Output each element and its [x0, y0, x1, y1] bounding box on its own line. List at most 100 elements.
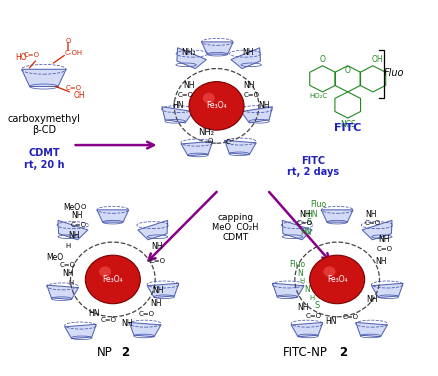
Text: NH: NH	[243, 49, 254, 58]
Circle shape	[85, 255, 140, 304]
Text: H: H	[65, 243, 70, 249]
Text: H: H	[300, 278, 305, 284]
Polygon shape	[362, 220, 392, 240]
Polygon shape	[283, 220, 312, 240]
Circle shape	[203, 93, 215, 103]
Text: C=O: C=O	[139, 311, 155, 317]
Text: HN: HN	[306, 210, 318, 218]
Text: NH: NH	[62, 269, 73, 278]
Polygon shape	[129, 323, 161, 337]
Text: C-OH: C-OH	[65, 50, 83, 56]
Text: FITC: FITC	[301, 156, 325, 166]
Polygon shape	[241, 107, 272, 123]
Text: C=O: C=O	[364, 220, 380, 226]
Text: HN: HN	[300, 227, 312, 237]
Text: FITC-NP: FITC-NP	[283, 346, 328, 359]
Polygon shape	[138, 220, 168, 240]
Text: CDMT: CDMT	[28, 148, 60, 158]
Text: HN: HN	[172, 102, 184, 111]
Text: Fe₃O₄: Fe₃O₄	[102, 275, 123, 284]
Text: capping: capping	[218, 212, 254, 221]
Text: Fluo: Fluo	[290, 260, 306, 269]
Text: NH: NH	[152, 286, 164, 295]
Text: NH: NH	[378, 235, 389, 244]
Text: MeO: MeO	[63, 203, 80, 212]
Text: HN: HN	[325, 317, 336, 326]
Polygon shape	[162, 107, 193, 123]
Text: OH: OH	[73, 91, 85, 100]
Polygon shape	[356, 323, 388, 337]
Polygon shape	[58, 220, 88, 240]
Text: O: O	[345, 67, 351, 76]
Text: rt, 20 h: rt, 20 h	[24, 160, 64, 170]
Circle shape	[310, 255, 365, 304]
Polygon shape	[291, 323, 323, 337]
Polygon shape	[47, 285, 78, 299]
Text: MeO: MeO	[46, 253, 64, 262]
Polygon shape	[177, 48, 206, 68]
Polygon shape	[97, 210, 129, 222]
Text: N: N	[305, 285, 311, 294]
Text: C: C	[226, 139, 230, 146]
Text: C=O: C=O	[101, 317, 117, 323]
Polygon shape	[147, 283, 179, 297]
Text: C=O: C=O	[178, 92, 194, 99]
Text: carboxymethyl: carboxymethyl	[7, 114, 80, 124]
Polygon shape	[321, 210, 353, 222]
Text: Fe₃O₄: Fe₃O₄	[327, 275, 347, 284]
Text: NH₂: NH₂	[182, 49, 196, 58]
Text: NH: NH	[121, 318, 133, 327]
Circle shape	[99, 266, 111, 277]
Polygon shape	[21, 69, 66, 86]
Text: NH₂: NH₂	[198, 127, 214, 136]
Text: MeO  CO₂H: MeO CO₂H	[212, 223, 259, 232]
Text: NH: NH	[367, 296, 378, 305]
Text: CDMT: CDMT	[223, 233, 249, 242]
Text: NH: NH	[152, 243, 163, 252]
Text: NH: NH	[183, 81, 195, 90]
Polygon shape	[225, 140, 256, 155]
Text: C=O: C=O	[24, 52, 39, 58]
Text: NH: NH	[297, 303, 309, 312]
Text: HO₂C: HO₂C	[309, 93, 327, 99]
Polygon shape	[231, 48, 261, 68]
Text: N: N	[297, 268, 303, 277]
Text: NH: NH	[375, 258, 386, 267]
Text: C=O: C=O	[377, 246, 393, 252]
Polygon shape	[272, 283, 304, 297]
Text: OH: OH	[371, 55, 383, 64]
Text: FITC: FITC	[334, 123, 361, 133]
Text: O: O	[320, 55, 325, 64]
Text: HN: HN	[88, 309, 99, 317]
Text: Fluo: Fluo	[310, 200, 326, 209]
Text: C=O: C=O	[297, 220, 313, 226]
Text: NH: NH	[68, 231, 80, 240]
Text: C=O: C=O	[66, 85, 82, 91]
Text: NH: NH	[365, 211, 377, 219]
Polygon shape	[65, 324, 96, 339]
Polygon shape	[371, 283, 403, 297]
Text: β-CD: β-CD	[32, 125, 56, 135]
Text: S: S	[314, 301, 320, 310]
Text: Fe₃O₄: Fe₃O₄	[206, 102, 227, 111]
Text: NH: NH	[71, 211, 83, 220]
Circle shape	[189, 82, 244, 130]
Text: Fluo: Fluo	[384, 68, 405, 79]
Text: O: O	[81, 205, 86, 211]
Text: C=O: C=O	[343, 314, 359, 320]
Text: HO: HO	[15, 53, 27, 62]
Text: H: H	[309, 295, 314, 301]
Text: NH: NH	[151, 299, 162, 308]
Text: ‖: ‖	[67, 42, 71, 52]
Text: NH: NH	[258, 102, 270, 111]
Text: NH: NH	[244, 81, 255, 90]
Text: NCS: NCS	[340, 120, 356, 129]
Text: O: O	[208, 138, 213, 144]
Text: 2: 2	[339, 346, 347, 359]
Polygon shape	[181, 141, 213, 156]
Text: NP: NP	[97, 346, 113, 359]
Text: C=O: C=O	[244, 92, 260, 99]
Text: H: H	[68, 280, 73, 286]
Text: C=O: C=O	[149, 258, 165, 264]
Text: rt, 2 days: rt, 2 days	[287, 167, 339, 177]
